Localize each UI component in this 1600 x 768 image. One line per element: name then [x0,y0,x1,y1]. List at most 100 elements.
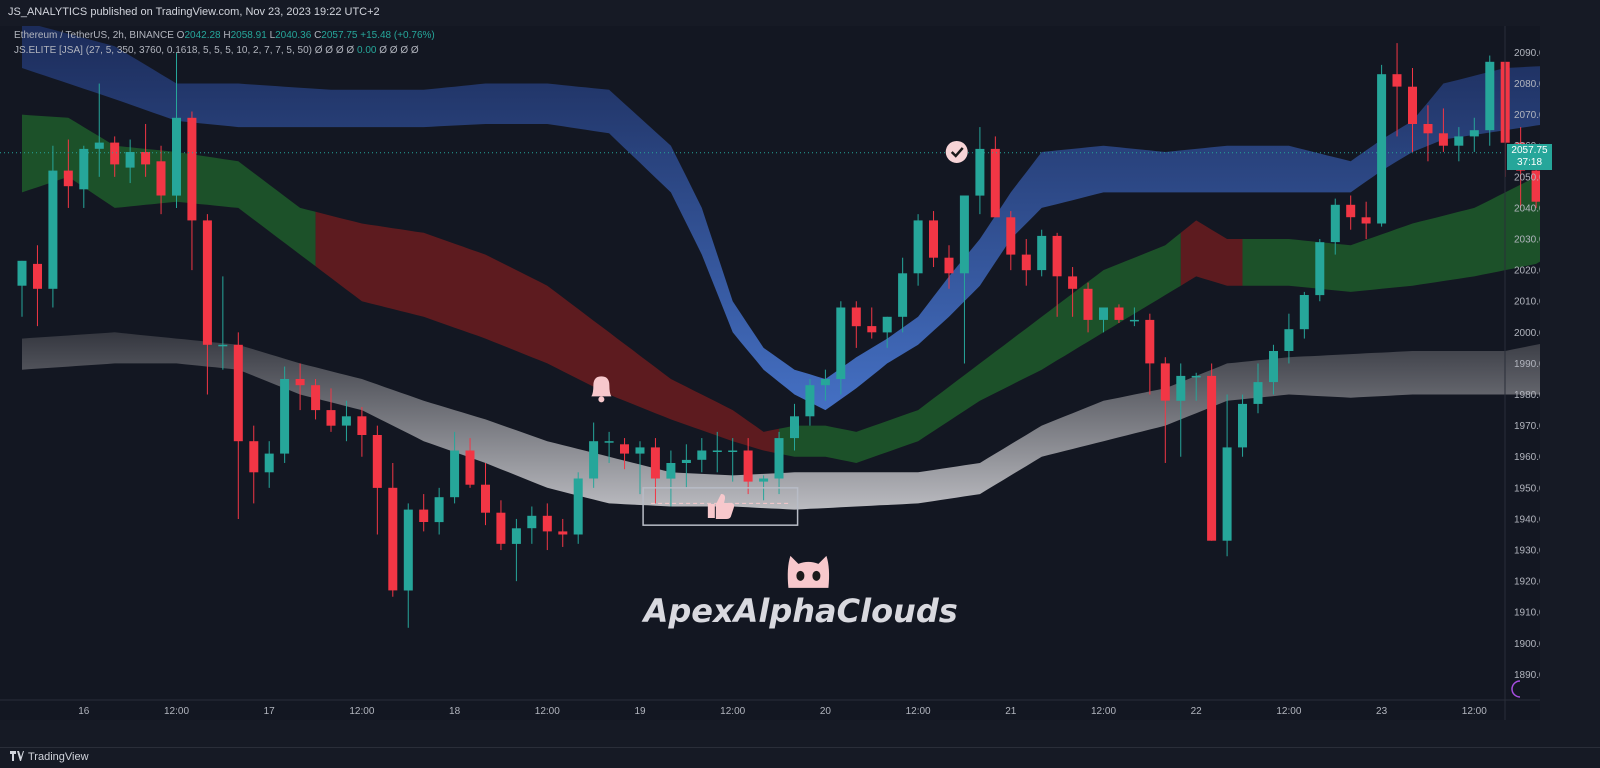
candle-body[interactable] [1531,170,1540,202]
candle-body[interactable] [867,326,877,333]
candle-body[interactable] [944,257,954,274]
candle-body[interactable] [820,379,830,386]
candle-body[interactable] [573,478,583,535]
candle-body[interactable] [929,220,938,258]
candle-body[interactable] [326,410,336,426]
candle-body[interactable] [805,385,815,417]
candle-body[interactable] [681,459,691,463]
candle-body[interactable] [990,148,1000,218]
candle-body[interactable] [465,450,475,485]
candle-body[interactable] [666,463,676,479]
candle-body[interactable] [450,450,460,498]
candle-body[interactable] [403,509,413,591]
candle-body[interactable] [697,450,707,460]
price-chart[interactable]: 1890.00 1900.00 1910.00 1920.00 1930.00 1940.… [0,26,1540,720]
candle-body[interactable] [836,307,846,380]
candle-body[interactable] [388,487,398,591]
candle-body[interactable] [1438,133,1448,146]
candle-body[interactable] [635,447,645,454]
candle-body[interactable] [898,273,908,317]
candle-body[interactable] [759,478,769,482]
candle-body[interactable] [975,148,985,196]
candle-body[interactable] [1222,447,1232,541]
candle-body[interactable] [172,117,181,196]
candle-body[interactable] [419,509,429,522]
candle-body[interactable] [125,152,135,168]
candle-body[interactable] [650,447,660,479]
candle-body[interactable] [357,416,367,435]
candle-body[interactable] [1068,276,1078,289]
candle-body[interactable] [1052,235,1062,277]
candle-body[interactable] [1191,375,1201,378]
candle-body[interactable] [1021,254,1031,271]
candle-body[interactable] [1207,375,1217,541]
candle-body[interactable] [341,416,351,426]
candle-body[interactable] [1392,74,1402,87]
candle-body[interactable] [79,148,89,190]
candle-body[interactable] [1315,242,1325,296]
candle-body[interactable] [959,195,969,274]
candle-body[interactable] [589,441,599,479]
candle-body[interactable] [496,512,506,544]
symbol-name[interactable]: Ethereum / TetherUS, 2h, BINANCE [14,30,174,41]
scroll-marker-icon[interactable] [1511,680,1521,698]
tradingview-brand[interactable]: TradingView [10,751,89,763]
candle-body[interactable] [141,152,151,165]
candle-body[interactable] [233,344,243,442]
candle-body[interactable] [1269,351,1278,383]
chart-area[interactable]: 1890.00 1900.00 1910.00 1920.00 1930.00 1940.… [0,26,1540,720]
candle-body[interactable] [1145,319,1155,364]
candle-body[interactable] [511,528,521,544]
candle-body[interactable] [156,161,166,196]
candle-body[interactable] [790,416,799,439]
candle-body[interactable] [1253,382,1263,404]
candle-body[interactable] [1006,217,1016,255]
candle-body[interactable] [17,260,27,286]
candle-body[interactable] [527,515,537,529]
candle-body[interactable] [1037,235,1047,271]
candle-body[interactable] [218,344,228,347]
candle-body[interactable] [1129,319,1139,322]
candle-body[interactable] [187,117,197,221]
candle-body[interactable] [1330,204,1340,243]
candle-body[interactable] [851,307,861,327]
candle-body[interactable] [913,220,923,274]
indicator-name[interactable]: JS.ELITE [JSA] (27, 5, 350, 3760, 0.1618… [14,45,312,56]
candle-body[interactable] [882,316,892,333]
candle-body[interactable] [94,142,104,149]
candle-body[interactable] [774,438,784,479]
candle-body[interactable] [48,170,58,289]
candle-body[interactable] [620,444,629,454]
candle-body[interactable] [264,453,274,473]
candle-body[interactable] [1299,295,1309,330]
candle-body[interactable] [249,441,259,473]
candle-body[interactable] [1114,307,1124,320]
candle-body[interactable] [63,170,73,187]
candle-body[interactable] [1176,375,1186,401]
candle-body[interactable] [1408,86,1417,124]
candle-body[interactable] [1238,403,1247,448]
candle-body[interactable] [1485,61,1495,131]
candle-body[interactable] [1377,74,1387,224]
candle-body[interactable] [311,385,321,411]
candle-body[interactable] [434,497,444,523]
candle-body[interactable] [202,220,212,345]
candle-body[interactable] [1423,124,1433,134]
candle-body[interactable] [295,379,305,386]
candle-body[interactable] [712,450,722,453]
candle-body[interactable] [1454,136,1464,146]
candle-body[interactable] [542,515,552,532]
candle-body[interactable] [1284,329,1294,351]
candle-body[interactable] [1160,363,1170,401]
candle-body[interactable] [110,142,120,165]
candle-body[interactable] [1469,130,1479,137]
candle-body[interactable] [558,531,568,535]
candle-body[interactable] [1083,288,1093,320]
candle-body[interactable] [481,484,490,513]
candle-body[interactable] [1361,217,1371,224]
candle-body[interactable] [1346,204,1356,218]
candle-body[interactable] [743,450,753,482]
candle-body[interactable] [372,435,382,488]
candle-body[interactable] [728,450,738,453]
candle-body[interactable] [1099,307,1108,320]
